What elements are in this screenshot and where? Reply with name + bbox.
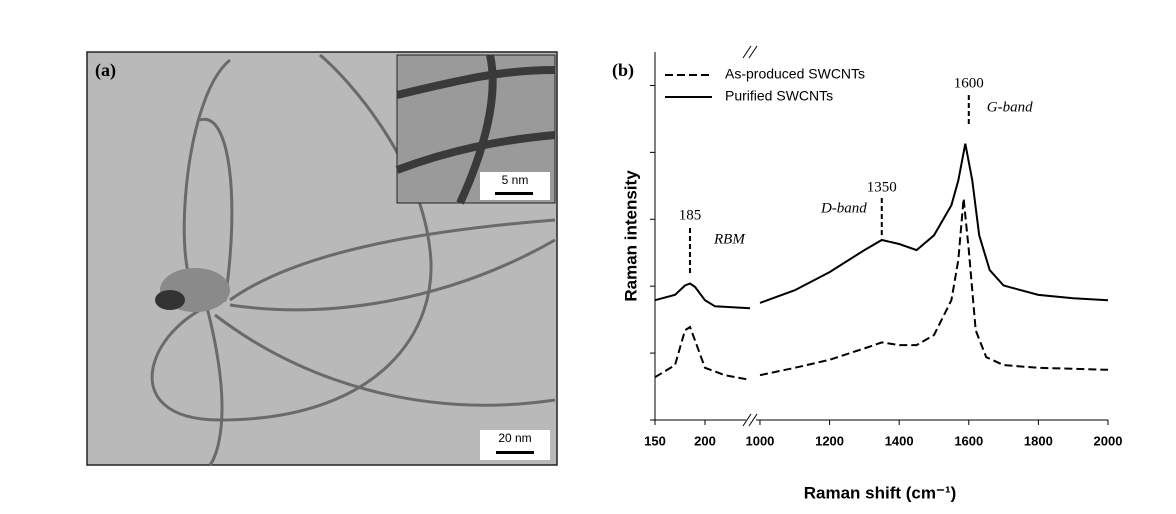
series-line: [759, 198, 1109, 377]
axis-break-mark: [748, 413, 758, 427]
axis-break-gap: [746, 414, 756, 426]
y-axis-title: Raman intensity: [621, 170, 640, 302]
scale-label: 20 nm: [498, 431, 531, 445]
x-tick-label: 1000: [745, 433, 774, 448]
x-tick-label: 1200: [815, 433, 844, 448]
tem-image: (a) 5 nm 20 nm: [86, 51, 558, 466]
x-axis-title: Raman shift (cm⁻¹): [804, 483, 957, 502]
x-tick-label: 150: [644, 433, 666, 448]
x-tick-label: 1400: [885, 433, 914, 448]
legend-label: Purified SWCNTs: [725, 88, 833, 104]
annotation-value: 185: [679, 207, 702, 223]
series-line: [759, 143, 1109, 304]
annotation-value: 1600: [954, 75, 984, 91]
axis-break-gap: [746, 46, 756, 58]
series-line: [654, 282, 751, 310]
legend-label: As-produced SWCNTs: [725, 66, 865, 82]
annotation-label: RBM: [713, 231, 746, 247]
annotation-value: 1350: [867, 179, 897, 195]
axis-break-mark: [748, 45, 758, 59]
panel-label: (a): [95, 60, 116, 81]
inset-scale-label: 5 nm: [502, 173, 529, 187]
x-tick-label: 2000: [1094, 433, 1123, 448]
annotation-label: D-band: [820, 200, 867, 216]
x-tick-label: 1800: [1024, 433, 1053, 448]
annotation-label: G-band: [987, 99, 1033, 115]
panel-label: (b): [612, 60, 634, 81]
axis-break-mark: [742, 413, 752, 427]
axis-break-mark: [742, 45, 752, 59]
x-tick-label: 200: [694, 433, 716, 448]
x-tick-label: 1600: [954, 433, 983, 448]
series-line: [654, 325, 751, 381]
